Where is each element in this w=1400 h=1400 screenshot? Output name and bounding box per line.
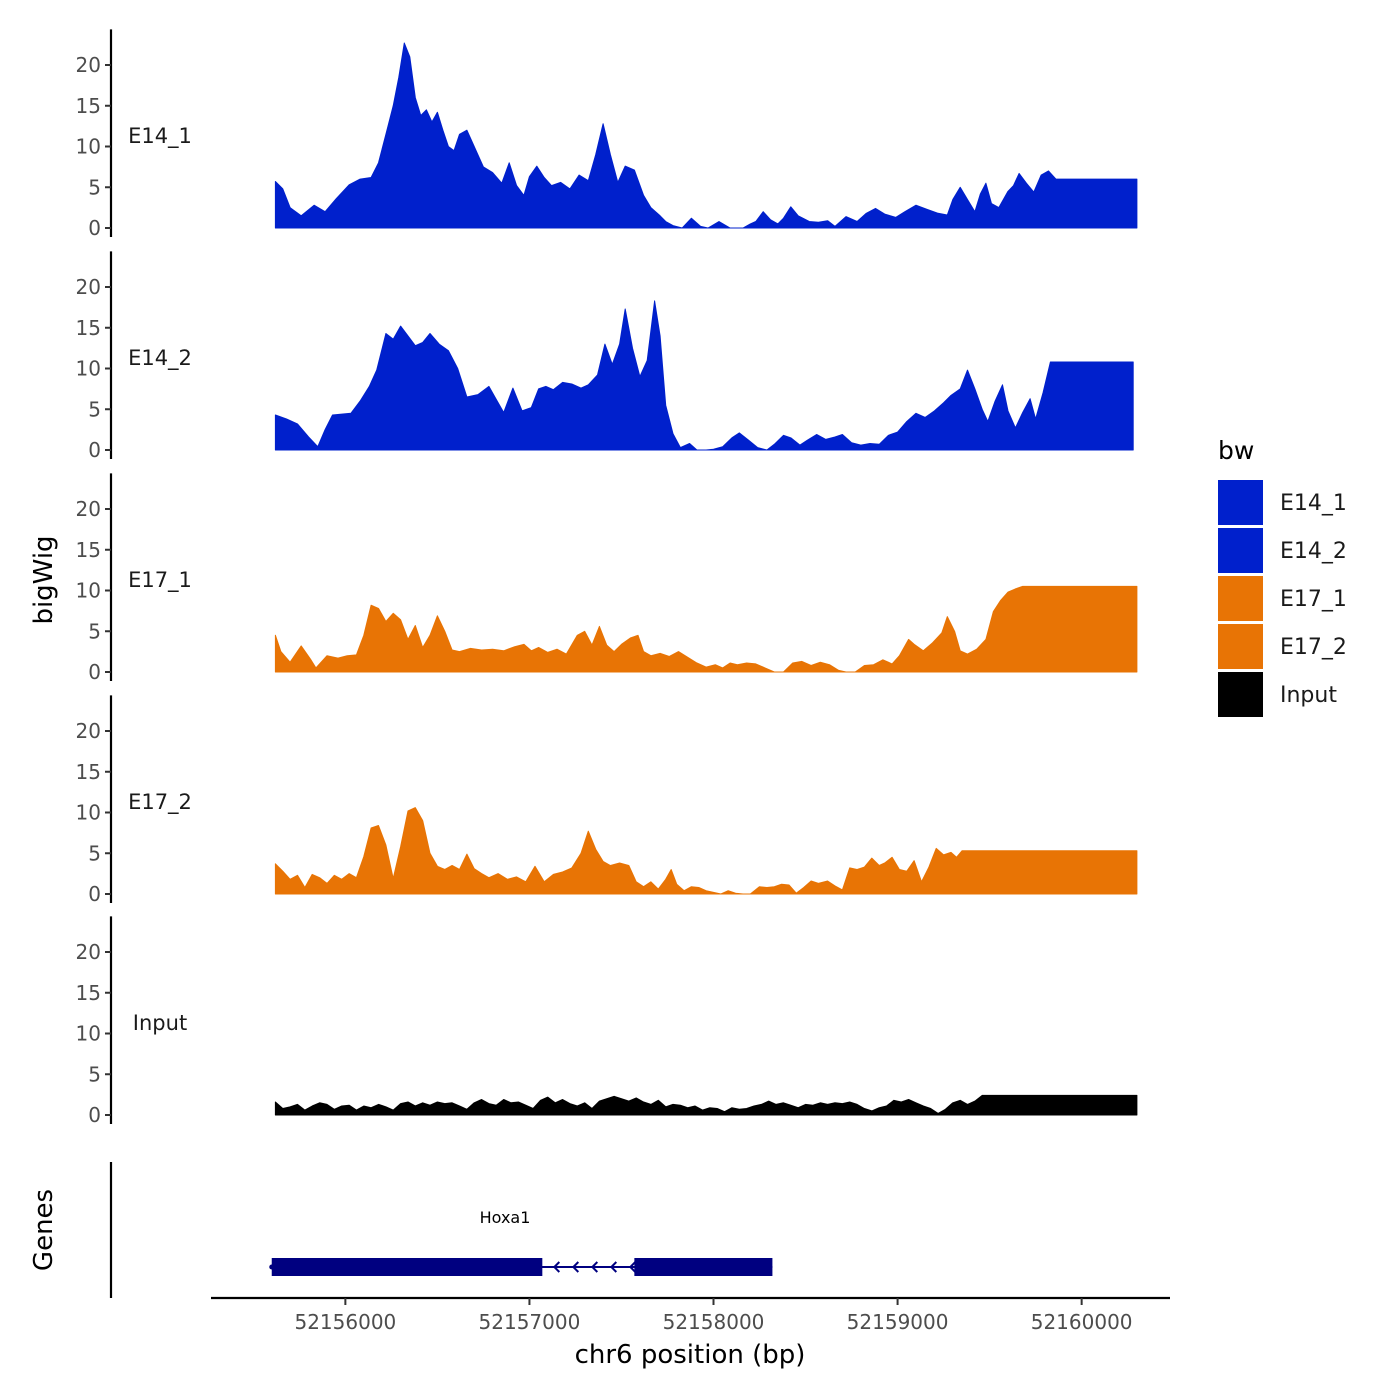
strand-chevron bbox=[609, 1261, 618, 1273]
y-tick-label: 15 bbox=[76, 538, 101, 562]
genes-axis-title: Genes bbox=[29, 1189, 59, 1271]
gene-model-hoxa1: Hoxa1 bbox=[269, 1208, 773, 1276]
legend-label: E14_1 bbox=[1280, 491, 1347, 516]
y-tick-label: 5 bbox=[88, 1062, 101, 1086]
y-tick-label: 0 bbox=[88, 660, 101, 684]
track-label: Input bbox=[133, 1011, 187, 1035]
genes-panel: Genes Hoxa1 bbox=[29, 1162, 773, 1298]
legend-item-e17_1: E17_1 bbox=[1218, 576, 1347, 621]
x-tick-label: 52158000 bbox=[663, 1310, 765, 1334]
track-panel-e17_1: 0 5 10 15 20 E17_1 bbox=[76, 473, 1138, 684]
x-ticks: 52156000 52157000 52158000 52159000 52160000 bbox=[294, 1298, 1133, 1334]
coverage-area-e17_2 bbox=[274, 807, 1138, 895]
legend-label: E17_2 bbox=[1280, 635, 1347, 660]
legend-swatch bbox=[1218, 624, 1263, 669]
y-tick-label: 15 bbox=[76, 981, 101, 1005]
coverage-area-e17_1 bbox=[274, 585, 1138, 673]
y-tick-label: 20 bbox=[76, 940, 101, 964]
track-panel-e14_1: 0 5 10 15 20 E14_1 bbox=[76, 29, 1138, 240]
y-tick-label: 5 bbox=[88, 619, 101, 643]
legend-swatch bbox=[1218, 576, 1263, 621]
coverage-area-e14_1 bbox=[274, 42, 1138, 229]
y-tick-label: 20 bbox=[76, 275, 101, 299]
y-tick-label: 0 bbox=[88, 1103, 101, 1127]
legend-item-e14_2: E14_2 bbox=[1218, 528, 1347, 573]
y-tick-label: 15 bbox=[76, 316, 101, 340]
y-tick-label: 5 bbox=[88, 175, 101, 199]
gene-name-label: Hoxa1 bbox=[480, 1208, 531, 1227]
y-axis-title-text: bigWig bbox=[29, 535, 59, 624]
strand-chevron bbox=[628, 1261, 637, 1273]
track-label: E14_2 bbox=[128, 346, 192, 371]
legend-item-input: Input bbox=[1218, 672, 1337, 717]
y-tick-label: 20 bbox=[76, 719, 101, 743]
legend-swatch bbox=[1218, 480, 1263, 525]
x-tick-label: 52156000 bbox=[294, 1310, 396, 1334]
y-tick-label: 0 bbox=[88, 438, 101, 462]
x-tick-label: 52157000 bbox=[479, 1310, 581, 1334]
y-tick-label: 20 bbox=[76, 53, 101, 77]
y-tick-label: 10 bbox=[76, 357, 101, 381]
gene-exon bbox=[634, 1258, 773, 1276]
y-tick-label: 10 bbox=[76, 135, 101, 159]
y-tick-label: 20 bbox=[76, 497, 101, 521]
legend-title: bw bbox=[1218, 436, 1254, 465]
x-axis: 52156000 52157000 52158000 52159000 52160000… bbox=[211, 1296, 1170, 1370]
track-label: E14_1 bbox=[128, 124, 192, 149]
y-tick-label: 0 bbox=[88, 216, 101, 240]
legend-label: E17_1 bbox=[1280, 587, 1347, 612]
x-axis-title: chr6 position (bp) bbox=[575, 1340, 806, 1370]
track-panel-e17_2: 0 5 10 15 20 E17_2 bbox=[76, 695, 1138, 906]
track-panel-e14_2: 0 5 10 15 20 E14_2 bbox=[76, 251, 1134, 462]
y-tick-label: 5 bbox=[88, 841, 101, 865]
y-tick-label: 15 bbox=[76, 760, 101, 784]
y-tick-label: 10 bbox=[76, 1022, 101, 1046]
strand-chevron bbox=[590, 1261, 599, 1273]
legend-swatch bbox=[1218, 528, 1263, 573]
y-tick-label: 10 bbox=[76, 801, 101, 825]
strand-chevron bbox=[571, 1261, 580, 1273]
y-axis-title: bigWig bbox=[29, 535, 59, 624]
gene-exon bbox=[271, 1258, 543, 1276]
legend-label: Input bbox=[1280, 683, 1337, 708]
track-label: E17_2 bbox=[128, 790, 192, 815]
y-tick-label: 10 bbox=[76, 579, 101, 603]
y-tick-label: 0 bbox=[88, 882, 101, 906]
x-tick-label: 52160000 bbox=[1031, 1310, 1133, 1334]
gene-end-marker bbox=[269, 1264, 275, 1270]
coverage-area-input bbox=[274, 1094, 1138, 1116]
legend-items: E14_1 E14_2 E17_1 E17_2 Input bbox=[1218, 480, 1347, 717]
legend-item-e17_2: E17_2 bbox=[1218, 624, 1347, 669]
track-label: E17_1 bbox=[128, 568, 192, 593]
track-panel-input: 0 5 10 15 20 Input bbox=[76, 916, 1138, 1127]
legend-swatch bbox=[1218, 672, 1263, 717]
y-tick-label: 5 bbox=[88, 397, 101, 421]
legend-label: E14_2 bbox=[1280, 539, 1347, 564]
track-panels: 05101520E14_105101520E14_205101520E17_10… bbox=[76, 29, 1138, 1127]
strand-chevron bbox=[552, 1261, 561, 1273]
legend-item-e14_1: E14_1 bbox=[1218, 480, 1347, 525]
coverage-area-e14_2 bbox=[274, 300, 1134, 451]
gene-models: Hoxa1 bbox=[269, 1208, 773, 1276]
legend: bw E14_1 E14_2 E17_1 E17_2 Input bbox=[1218, 436, 1347, 717]
y-tick-label: 15 bbox=[76, 94, 101, 118]
x-tick-label: 52159000 bbox=[847, 1310, 949, 1334]
